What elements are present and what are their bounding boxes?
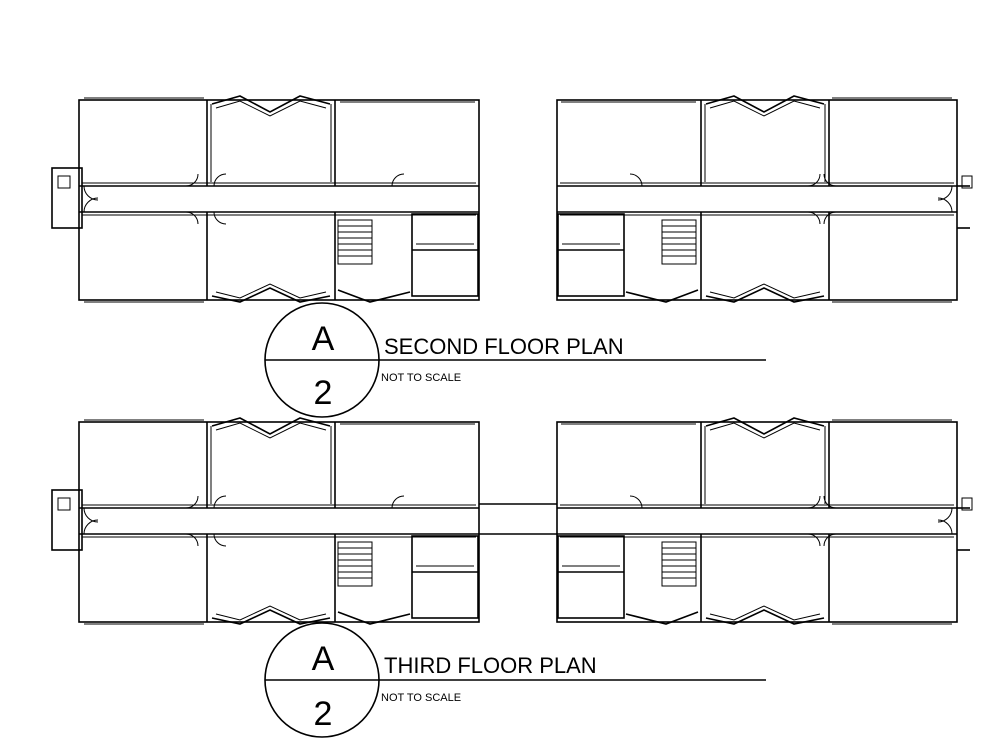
second-floor-plan xyxy=(51,95,973,303)
third-floor-plan xyxy=(51,417,973,625)
third-floor-title-block: A 2 THIRD FLOOR PLAN NOT TO SCALE xyxy=(264,622,766,738)
plan-title: THIRD FLOOR PLAN xyxy=(384,653,597,678)
detail-letter: A xyxy=(312,320,335,358)
plan-title: SECOND FLOOR PLAN xyxy=(384,334,624,359)
detail-letter: A xyxy=(312,640,335,678)
third-floor-left-wing xyxy=(51,417,480,625)
scale-note: NOT TO SCALE xyxy=(381,372,461,384)
second-floor-title-block: A 2 SECOND FLOOR PLAN NOT TO SCALE xyxy=(264,302,766,418)
sheet-number: 2 xyxy=(314,695,333,733)
second-floor-right-wing xyxy=(556,95,973,303)
second-floor-left-wing xyxy=(51,95,480,303)
third-floor-right-wing xyxy=(556,417,973,625)
scale-note: NOT TO SCALE xyxy=(381,692,461,704)
sheet-number: 2 xyxy=(314,374,333,412)
